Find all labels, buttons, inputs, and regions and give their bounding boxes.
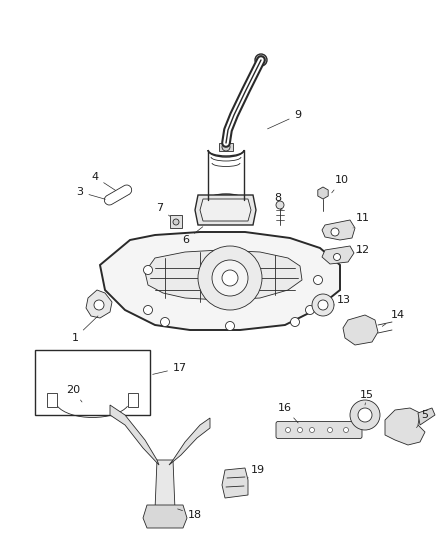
Polygon shape	[317, 187, 328, 199]
Polygon shape	[417, 408, 434, 425]
Text: 19: 19	[247, 465, 265, 478]
Circle shape	[317, 300, 327, 310]
Text: 16: 16	[277, 403, 297, 423]
Circle shape	[222, 270, 237, 286]
Circle shape	[276, 201, 283, 209]
Text: 8: 8	[274, 193, 281, 210]
Bar	[170, 215, 182, 228]
Polygon shape	[321, 220, 354, 240]
Text: 9: 9	[267, 110, 301, 129]
Circle shape	[305, 305, 314, 314]
Circle shape	[343, 427, 348, 432]
Text: 6: 6	[182, 227, 202, 245]
Circle shape	[173, 219, 179, 225]
Circle shape	[327, 427, 332, 432]
Text: 4: 4	[91, 172, 115, 190]
Polygon shape	[143, 505, 187, 528]
Text: 1: 1	[71, 316, 98, 343]
Text: 15: 15	[359, 390, 373, 405]
Circle shape	[143, 305, 152, 314]
Polygon shape	[110, 405, 159, 465]
Polygon shape	[194, 195, 255, 225]
Text: 10: 10	[331, 175, 348, 193]
Circle shape	[290, 318, 299, 327]
Polygon shape	[222, 468, 247, 498]
Polygon shape	[342, 315, 377, 345]
Polygon shape	[155, 460, 175, 510]
Circle shape	[254, 54, 266, 66]
Circle shape	[311, 294, 333, 316]
Bar	[219, 143, 233, 151]
Circle shape	[160, 318, 169, 327]
Text: 14: 14	[381, 310, 404, 326]
Polygon shape	[100, 232, 339, 330]
Polygon shape	[86, 290, 112, 318]
Text: 13: 13	[333, 295, 350, 305]
Circle shape	[212, 260, 247, 296]
Polygon shape	[169, 418, 209, 465]
FancyBboxPatch shape	[276, 422, 361, 439]
Polygon shape	[384, 408, 424, 445]
Circle shape	[143, 265, 152, 274]
Circle shape	[313, 276, 322, 285]
Bar	[128, 393, 138, 407]
Text: 12: 12	[355, 245, 369, 255]
Polygon shape	[321, 246, 353, 264]
Circle shape	[198, 246, 261, 310]
Text: 20: 20	[66, 385, 82, 402]
Bar	[47, 393, 57, 407]
Text: 7: 7	[156, 203, 170, 216]
Circle shape	[309, 427, 314, 432]
Circle shape	[333, 254, 340, 261]
Circle shape	[225, 321, 234, 330]
Circle shape	[349, 400, 379, 430]
Circle shape	[297, 427, 302, 432]
Polygon shape	[200, 199, 251, 221]
Circle shape	[357, 408, 371, 422]
Text: 5: 5	[416, 410, 427, 427]
Text: 18: 18	[177, 509, 201, 520]
Circle shape	[222, 143, 230, 151]
Circle shape	[94, 300, 104, 310]
Text: 3: 3	[76, 187, 105, 199]
Circle shape	[285, 427, 290, 432]
Bar	[35, 350, 150, 415]
Polygon shape	[145, 250, 301, 300]
Text: 11: 11	[352, 213, 369, 228]
Circle shape	[330, 228, 338, 236]
Text: 17: 17	[152, 363, 187, 374]
